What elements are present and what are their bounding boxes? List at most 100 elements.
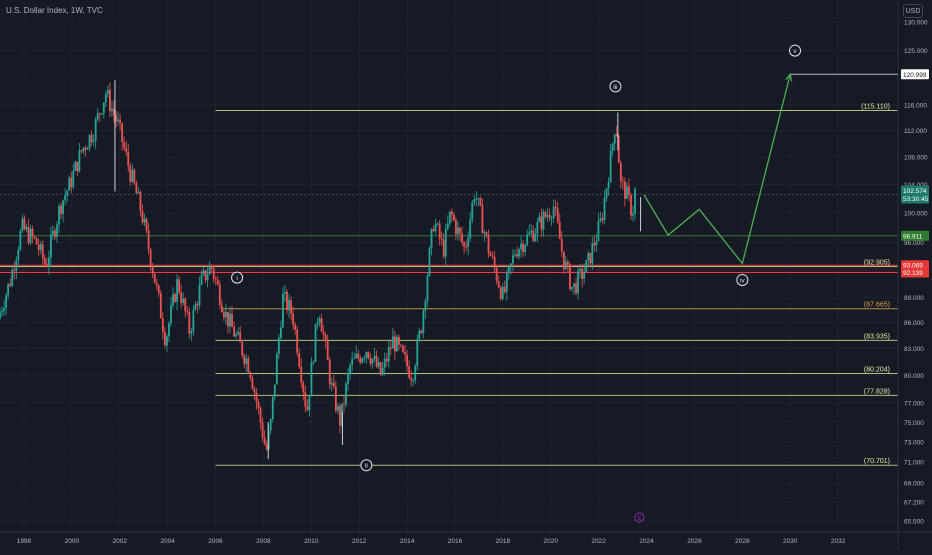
candle-body: [396, 336, 398, 352]
candle-body: [149, 249, 152, 267]
candle-body: [489, 253, 492, 256]
candle-body: [591, 243, 594, 264]
wave-label-i: i: [236, 275, 237, 282]
candle-body: [182, 298, 185, 304]
candle-body: [56, 224, 58, 237]
candle-body: [33, 236, 36, 238]
candle-body: [251, 378, 254, 389]
level-label: (77.828): [864, 388, 890, 395]
candle-body: [634, 188, 636, 214]
candle-body: [479, 197, 482, 206]
candle-body: [153, 273, 156, 283]
red-top-label: 93.069: [903, 263, 923, 270]
candle-body: [23, 218, 26, 230]
price-tick-label: 125.000: [904, 48, 928, 55]
candle-body: [487, 234, 490, 254]
candle-body: [463, 242, 465, 247]
candle-body: [294, 324, 297, 330]
candle-body: [434, 224, 437, 232]
candle-body: [528, 232, 531, 235]
candle-body: [245, 358, 248, 364]
candle-body: [503, 286, 506, 292]
candle-body: [373, 356, 376, 359]
candle-body: [450, 211, 453, 215]
candle-body: [129, 165, 132, 182]
candle-body: [361, 358, 364, 363]
candle-body: [133, 169, 136, 184]
currency-button[interactable]: USD: [903, 4, 923, 18]
candle-body: [518, 249, 520, 257]
candle-body: [27, 226, 30, 244]
target-price-label-bg: [901, 69, 929, 80]
candle-body: [174, 294, 176, 302]
candle-body: [184, 298, 187, 312]
candle-body: [243, 355, 246, 364]
time-tick-label: 2018: [496, 538, 511, 545]
wave-label-ii: ii: [365, 463, 368, 470]
price-tick-label: 86.000: [904, 320, 924, 327]
level-label: (87.665): [864, 302, 890, 309]
candle-body: [621, 181, 624, 182]
candle-body: [253, 388, 256, 393]
candle-body: [475, 199, 478, 200]
candle-body: [265, 444, 268, 450]
candle-body: [137, 191, 140, 194]
candle-body: [121, 123, 124, 143]
candle-body: [21, 218, 24, 231]
candle-body: [275, 354, 278, 385]
candle-body: [398, 336, 400, 345]
candle-body: [123, 142, 126, 148]
candle-body: [495, 267, 498, 282]
candle-body: [493, 256, 496, 268]
candle-body: [13, 269, 16, 271]
time-tick-label: 2020: [544, 538, 559, 545]
candle-body: [304, 391, 307, 407]
level-label: (115.110): [861, 104, 890, 111]
candle-body: [5, 294, 8, 309]
candle-body: [345, 383, 347, 405]
target-price-label: 120.999: [903, 72, 927, 79]
candle-body: [312, 361, 315, 363]
candle-body: [607, 182, 610, 189]
wave-label-v: v: [793, 48, 797, 55]
candle-body: [306, 406, 309, 411]
time-tick-label: 2028: [735, 538, 750, 545]
candle-body: [619, 162, 622, 182]
candle-body: [402, 345, 404, 352]
candle-body: [180, 292, 183, 304]
candle-body: [324, 335, 327, 341]
candle-body: [35, 237, 38, 245]
candle-body: [298, 353, 301, 367]
candle-body: [155, 282, 158, 286]
level-label: (70.701): [864, 458, 890, 465]
candle-body: [11, 269, 14, 286]
candle-body: [424, 300, 427, 311]
candle-body: [115, 114, 117, 122]
horizontal-levels: (115.110) (92.905) (87.665) (83.935) (80.204…: [0, 73, 898, 466]
candle-body: [477, 197, 480, 200]
candle-body: [530, 230, 533, 233]
candle-body: [406, 354, 408, 367]
candle-body: [255, 392, 258, 402]
candle-body: [428, 247, 431, 276]
candle-body: [210, 265, 213, 269]
candle-body: [239, 332, 242, 343]
candle-body: [282, 293, 284, 328]
price-tick-label: 89.000: [904, 295, 924, 302]
price-tick-label: 80.000: [904, 373, 924, 380]
candle-body: [310, 362, 313, 397]
candle-body: [597, 221, 600, 241]
candle-body: [593, 243, 596, 246]
candle-body: [92, 140, 95, 143]
countdown-label: 53:30:45: [903, 196, 929, 203]
candle-body: [526, 234, 529, 245]
candle-body: [430, 229, 433, 248]
candle-body: [80, 150, 83, 152]
candle-body: [609, 150, 612, 183]
candle-body: [550, 218, 553, 219]
projection-path: [643, 72, 793, 265]
candle-body: [367, 352, 370, 359]
candle-body: [302, 382, 305, 392]
